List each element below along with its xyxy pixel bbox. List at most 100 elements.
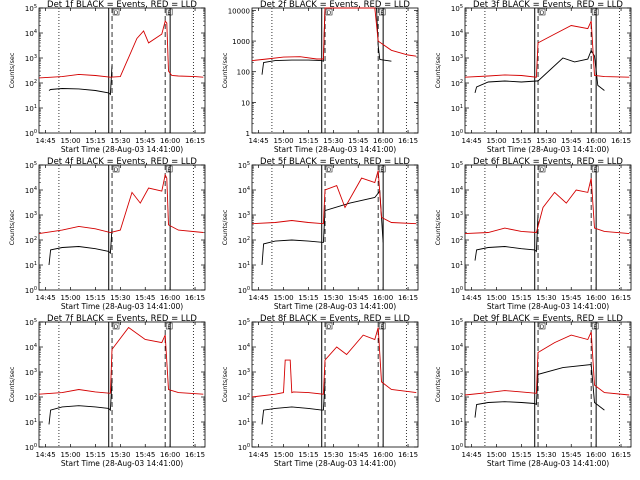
y-tick-label: 104 (238, 186, 250, 195)
y-tick-label: 102 (451, 393, 463, 402)
x-tick-label: 16:15 (185, 137, 205, 145)
event-marker-box (325, 165, 333, 173)
x-tick-label: 15:15 (511, 294, 531, 302)
y-tick-label: 102 (451, 236, 463, 245)
y-tick-label: 104 (238, 343, 250, 352)
panel-title: Det 9f BLACK = Events, RED = LLD (473, 314, 623, 324)
y-tick-label: 101 (451, 261, 463, 270)
event-marker-box (112, 8, 120, 16)
event-marker-label: D (540, 325, 544, 331)
lld-series-line (38, 326, 204, 395)
x-axis-label: Start Time (28-Aug-03 14:41:00) (61, 459, 183, 468)
y-tick-label: 105 (451, 161, 463, 170)
x-tick-label: 16:15 (611, 137, 631, 145)
y-tick-label: 101 (25, 418, 37, 427)
y-tick-label: 105 (25, 161, 37, 170)
y-tick-label: 102 (238, 393, 250, 402)
panel-title: Det 6f BLACK = Events, RED = LLD (473, 157, 623, 167)
events-series-line (48, 379, 113, 425)
event-marker-box (538, 8, 546, 16)
y-tick-label: 102 (25, 236, 37, 245)
y-tick-label: 104 (25, 29, 37, 38)
x-tick-label: 15:45 (561, 294, 581, 302)
x-tick-label: 15:30 (323, 294, 343, 302)
y-tick-label: 1 (246, 130, 250, 138)
y-tick-label: 105 (25, 4, 37, 13)
y-tick-label: 103 (451, 368, 463, 377)
plot-frame (38, 7, 206, 134)
x-tick-label: 15:30 (536, 137, 556, 145)
panel-title: Det 8f BLACK = Events, RED = LLD (260, 314, 410, 324)
event-marker-box (112, 165, 120, 173)
y-tick-label: 105 (238, 161, 250, 170)
x-tick-label: 16:15 (398, 451, 418, 459)
event-marker-label: E (380, 11, 384, 17)
x-tick-label: 15:45 (348, 137, 368, 145)
event-marker-label: E (593, 168, 597, 174)
x-tick-label: 15:15 (85, 294, 105, 302)
event-marker-box (538, 165, 546, 173)
x-tick-label: 15:00 (486, 294, 506, 302)
y-tick-label: 103 (25, 54, 37, 63)
event-marker-box (591, 165, 599, 173)
lld-series-line (251, 7, 417, 62)
y-tick-label: 105 (451, 318, 463, 327)
y-tick-label: 103 (238, 368, 250, 377)
x-axis-label: Start Time (28-Aug-03 14:41:00) (61, 302, 183, 311)
event-marker-box (165, 322, 173, 330)
y-tick-label: 100 (238, 443, 250, 452)
y-tick-label: 102 (25, 79, 37, 88)
x-tick-label: 16:15 (185, 294, 205, 302)
y-tick-label: 105 (238, 318, 250, 327)
y-tick-label: 104 (451, 186, 463, 195)
events-series-line (261, 381, 326, 425)
y-tick-label: 101 (238, 418, 250, 427)
lld-series-line (464, 20, 630, 78)
detector-panel: Det 2f BLACK = Events, RED = LLD 14:45 15:… (221, 0, 419, 154)
x-tick-label: 15:30 (110, 294, 130, 302)
detector-panel: Det 9f BLACK = Events, RED = LLD 14:45 15:… (434, 314, 632, 468)
y-tick-label: 101 (451, 418, 463, 427)
x-tick-label: 15:30 (110, 137, 130, 145)
x-tick-label: 15:45 (561, 137, 581, 145)
lld-series-line (464, 177, 630, 235)
x-tick-label: 14:45 (462, 294, 482, 302)
x-axis-label: Start Time (28-Aug-03 14:41:00) (274, 145, 396, 154)
event-marker-label: E (593, 325, 597, 331)
panel-title: Det 2f BLACK = Events, RED = LLD (260, 0, 410, 10)
x-tick-label: 15:15 (511, 451, 531, 459)
x-tick-label: 15:45 (561, 451, 581, 459)
lld-series-line (251, 327, 417, 398)
x-tick-label: 15:30 (536, 294, 556, 302)
lld-series-line (38, 173, 204, 235)
y-tick-label: 1000 (232, 38, 250, 46)
x-axis-label: Start Time (28-Aug-03 14:41:00) (61, 145, 183, 154)
y-tick-label: 103 (238, 211, 250, 220)
event-marker-label: D (327, 168, 331, 174)
event-marker-label: D (540, 168, 544, 174)
x-tick-label: 14:45 (249, 137, 269, 145)
y-tick-label: 102 (451, 79, 463, 88)
event-marker-label: D (114, 168, 118, 174)
event-marker-label: E (593, 11, 597, 17)
detector-panel: Det 1f BLACK = Events, RED = LLD 14:45 15:… (8, 0, 206, 154)
x-tick-label: 16:00 (373, 451, 393, 459)
plot-frame (251, 164, 419, 291)
detector-panel: Det 7f BLACK = Events, RED = LLD 14:45 15:… (8, 314, 206, 468)
panel-title: Det 1f BLACK = Events, RED = LLD (47, 0, 197, 10)
event-marker-box (325, 8, 333, 16)
x-tick-label: 15:15 (298, 294, 318, 302)
panel-title: Det 7f BLACK = Events, RED = LLD (47, 314, 197, 324)
x-tick-label: 15:00 (273, 294, 293, 302)
x-tick-label: 15:45 (348, 294, 368, 302)
y-tick-label: 100 (238, 286, 250, 295)
plot-frame (38, 164, 206, 291)
x-tick-label: 16:15 (185, 451, 205, 459)
events-series-line (474, 214, 539, 261)
y-axis-label: Counts/sec (221, 209, 229, 245)
x-tick-label: 16:00 (160, 451, 180, 459)
event-marker-label: D (114, 325, 118, 331)
detector-panel: Det 4f BLACK = Events, RED = LLD 14:45 15:… (8, 157, 206, 311)
y-tick-label: 104 (25, 343, 37, 352)
